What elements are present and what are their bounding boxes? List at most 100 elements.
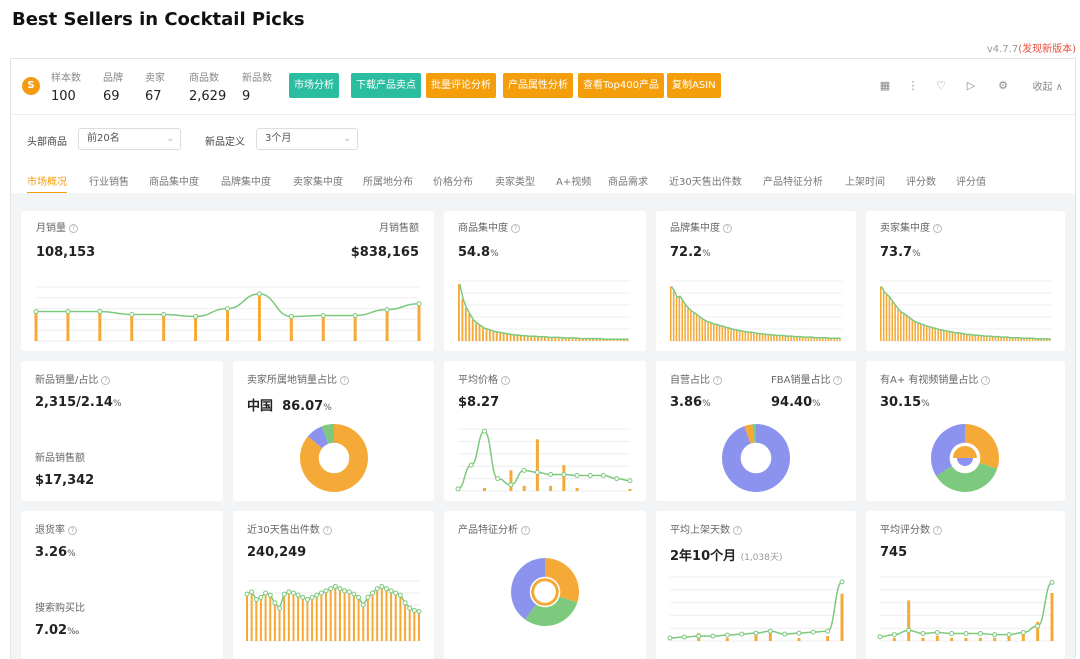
tab-12[interactable]: 上架时间	[845, 177, 885, 188]
bar	[1009, 337, 1011, 341]
point	[360, 602, 366, 608]
tab-10[interactable]: 近30天售出件数	[669, 177, 742, 188]
tab-8[interactable]: A+视频	[556, 177, 592, 188]
point	[249, 589, 255, 595]
bar	[482, 487, 486, 491]
stat-value: 69	[103, 89, 120, 104]
bar	[526, 336, 529, 341]
bar	[787, 336, 790, 341]
point	[320, 312, 326, 318]
bar	[564, 338, 567, 341]
grid-icon[interactable]: ▦	[879, 79, 891, 92]
bar	[289, 316, 293, 341]
trend-line	[670, 286, 841, 340]
new-product-select[interactable]: 3个月 ⌄	[256, 128, 358, 150]
bar	[908, 318, 911, 341]
tab-7[interactable]: 卖家类型	[495, 177, 535, 188]
tab-6[interactable]: 价格分布	[433, 177, 473, 188]
tab-2[interactable]: 商品集中度	[149, 177, 199, 188]
action-button-2[interactable]: 批量评论分析	[426, 73, 496, 98]
bar	[801, 337, 804, 341]
action-button-4[interactable]: 查看Top400产品	[578, 73, 664, 98]
tab-14[interactable]: 评分值	[956, 177, 986, 188]
point	[295, 592, 301, 598]
tab-4[interactable]: 卖家集中度	[293, 177, 343, 188]
point	[696, 633, 702, 639]
bar	[934, 328, 937, 341]
bar	[1000, 337, 1002, 341]
update-link[interactable]: (发现新版本)	[1018, 44, 1076, 55]
trend-line	[669, 581, 843, 639]
tab-3[interactable]: 品牌集中度	[221, 177, 271, 188]
bar	[921, 637, 925, 641]
bar	[306, 599, 309, 641]
card-seller-origin: 卖家所属地销量占比? 中国 86.07%	[233, 361, 434, 501]
bar	[819, 337, 821, 341]
bar	[1031, 338, 1034, 341]
card-avg-rating: 平均评分数? 745	[866, 511, 1065, 659]
tab-5[interactable]: 所属地分布	[363, 177, 413, 188]
bar	[804, 337, 807, 341]
donut-slice	[511, 558, 545, 620]
stat-label: 样本数	[51, 73, 81, 84]
point	[468, 462, 474, 468]
bar	[540, 336, 543, 341]
bar	[334, 586, 337, 641]
point	[277, 605, 283, 611]
bar	[750, 332, 752, 341]
bar	[595, 338, 598, 341]
bar	[836, 338, 838, 341]
point	[393, 590, 399, 596]
filter-row: 头部商品 前20名 ⌄ 新品定义 3个月 ⌄	[11, 115, 1075, 159]
bar	[623, 339, 626, 341]
point	[455, 486, 461, 492]
bar	[287, 591, 290, 641]
point	[977, 631, 983, 637]
bar	[778, 335, 781, 341]
bar	[533, 336, 536, 341]
settings-icon[interactable]: ⚙	[998, 79, 1008, 92]
head-products-select[interactable]: 前20名 ⌄	[78, 128, 181, 150]
bar	[376, 588, 379, 641]
bar	[366, 597, 369, 641]
action-button-5[interactable]: 复制ASIN	[667, 73, 721, 98]
bar	[1006, 337, 1008, 341]
action-button-3[interactable]: 产品属性分析	[503, 73, 573, 98]
chevron-down-icon: ⌄	[166, 134, 174, 144]
product-conc-value: 54.8%	[458, 245, 499, 260]
bar	[968, 334, 971, 341]
collapse-button[interactable]: 收起 ∧	[1032, 82, 1064, 93]
bar	[733, 329, 735, 341]
bar	[98, 311, 102, 341]
point	[949, 631, 955, 637]
help-icon: ?	[713, 376, 722, 385]
bar	[492, 331, 495, 341]
bar	[1017, 337, 1020, 341]
bar	[343, 590, 346, 641]
avg-rating-value: 745	[880, 545, 908, 560]
tab-13[interactable]: 评分数	[906, 177, 936, 188]
bar	[612, 339, 615, 341]
bar	[768, 629, 772, 641]
stat-label: 商品数	[189, 73, 219, 84]
bar	[385, 588, 388, 641]
tab-9[interactable]: 商品需求	[608, 177, 648, 188]
stat-2: 卖家 67	[145, 69, 165, 104]
bar	[278, 608, 281, 641]
tab-0[interactable]: 市场概况	[27, 173, 67, 194]
point	[561, 471, 567, 477]
action-button-1[interactable]: 下载产品卖点	[351, 73, 421, 98]
action-button-0[interactable]: 市场分析	[289, 73, 339, 98]
tab-11[interactable]: 产品特征分析	[763, 177, 823, 188]
inner-ring	[531, 578, 559, 606]
more-icon[interactable]: ⋮	[907, 79, 919, 92]
bar	[571, 338, 574, 341]
bar	[352, 594, 355, 641]
stat-label: 卖家	[145, 73, 165, 84]
bar	[461, 299, 464, 341]
heart-icon[interactable]: ♡	[936, 79, 946, 92]
tab-1[interactable]: 行业销售	[89, 177, 129, 188]
bar	[544, 336, 546, 341]
play-icon[interactable]: ▷	[966, 79, 976, 92]
bar	[547, 337, 550, 341]
